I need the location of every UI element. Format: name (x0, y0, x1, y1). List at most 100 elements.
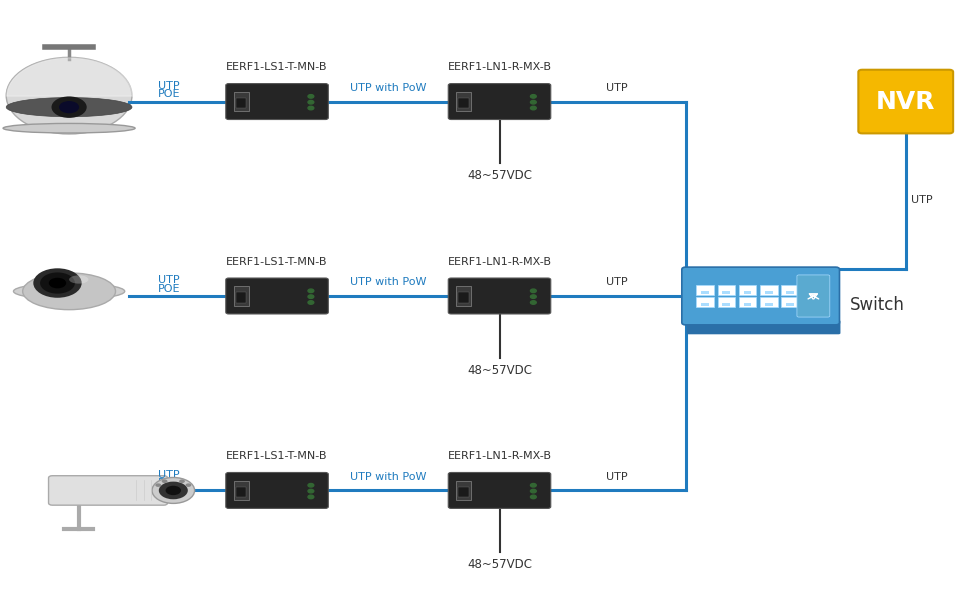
FancyBboxPatch shape (448, 278, 550, 314)
Circle shape (530, 301, 536, 304)
FancyBboxPatch shape (781, 297, 798, 307)
Circle shape (308, 295, 314, 298)
Circle shape (185, 484, 191, 487)
FancyBboxPatch shape (738, 285, 756, 295)
Text: UTP with PoW: UTP with PoW (350, 472, 426, 482)
FancyBboxPatch shape (235, 98, 246, 108)
FancyBboxPatch shape (786, 303, 794, 306)
FancyBboxPatch shape (858, 70, 953, 133)
FancyBboxPatch shape (722, 291, 730, 294)
Ellipse shape (3, 123, 135, 133)
FancyBboxPatch shape (786, 291, 794, 294)
Ellipse shape (22, 273, 115, 310)
FancyBboxPatch shape (234, 287, 249, 305)
FancyBboxPatch shape (743, 303, 751, 306)
FancyBboxPatch shape (235, 487, 246, 497)
FancyBboxPatch shape (455, 287, 471, 305)
Circle shape (530, 490, 536, 493)
Circle shape (308, 107, 314, 110)
FancyBboxPatch shape (226, 472, 328, 509)
Text: POE: POE (158, 478, 180, 488)
Ellipse shape (14, 283, 125, 300)
Text: 48~57VDC: 48~57VDC (466, 169, 531, 182)
Text: UTP: UTP (606, 83, 627, 93)
FancyBboxPatch shape (760, 297, 777, 307)
Circle shape (530, 295, 536, 298)
Text: 48~57VDC: 48~57VDC (466, 558, 531, 571)
Text: UTP: UTP (158, 275, 180, 285)
Circle shape (530, 95, 536, 98)
Text: POE: POE (158, 284, 180, 294)
Circle shape (159, 482, 188, 499)
Circle shape (308, 495, 314, 498)
FancyBboxPatch shape (458, 292, 468, 303)
Text: Switch: Switch (849, 296, 904, 314)
Text: EERF1-LS1-T-MN-B: EERF1-LS1-T-MN-B (226, 451, 328, 461)
FancyBboxPatch shape (797, 275, 828, 317)
FancyBboxPatch shape (722, 303, 730, 306)
Circle shape (308, 484, 314, 487)
FancyBboxPatch shape (681, 267, 838, 325)
Circle shape (308, 95, 314, 98)
FancyBboxPatch shape (458, 487, 468, 497)
FancyBboxPatch shape (226, 83, 328, 120)
Ellipse shape (6, 98, 132, 117)
Circle shape (179, 480, 185, 483)
Text: UTP: UTP (606, 277, 627, 287)
FancyBboxPatch shape (701, 291, 708, 294)
Circle shape (59, 101, 79, 113)
Circle shape (308, 289, 314, 292)
FancyBboxPatch shape (738, 297, 756, 307)
Circle shape (40, 272, 75, 294)
FancyBboxPatch shape (458, 98, 468, 108)
Circle shape (166, 485, 181, 495)
FancyBboxPatch shape (455, 92, 471, 111)
FancyBboxPatch shape (235, 292, 246, 303)
FancyBboxPatch shape (696, 297, 713, 307)
FancyBboxPatch shape (781, 285, 798, 295)
FancyBboxPatch shape (448, 472, 550, 509)
Circle shape (530, 484, 536, 487)
Text: UTP: UTP (158, 81, 180, 91)
FancyBboxPatch shape (701, 303, 708, 306)
Text: UTP: UTP (910, 195, 931, 205)
Circle shape (48, 278, 66, 288)
FancyBboxPatch shape (765, 291, 772, 294)
FancyBboxPatch shape (226, 278, 328, 314)
Text: EERF1-LN1-R-MX-B: EERF1-LN1-R-MX-B (447, 62, 551, 72)
FancyBboxPatch shape (760, 285, 777, 295)
FancyBboxPatch shape (455, 481, 471, 500)
Circle shape (530, 495, 536, 498)
Circle shape (155, 484, 161, 487)
FancyBboxPatch shape (743, 291, 751, 294)
Text: EERF1-LS1-T-MN-B: EERF1-LS1-T-MN-B (226, 257, 328, 267)
Circle shape (152, 478, 195, 503)
Text: EERF1-LN1-R-MX-B: EERF1-LN1-R-MX-B (447, 451, 551, 461)
FancyBboxPatch shape (696, 285, 713, 295)
Text: POE: POE (158, 89, 180, 99)
Circle shape (51, 96, 86, 118)
Circle shape (308, 301, 314, 304)
Ellipse shape (69, 275, 88, 284)
FancyBboxPatch shape (686, 320, 839, 334)
Text: EERF1-LS1-T-MN-B: EERF1-LS1-T-MN-B (226, 62, 328, 72)
FancyBboxPatch shape (234, 92, 249, 111)
FancyBboxPatch shape (765, 303, 772, 306)
FancyBboxPatch shape (234, 481, 249, 500)
FancyBboxPatch shape (717, 285, 735, 295)
FancyBboxPatch shape (48, 476, 168, 505)
FancyBboxPatch shape (448, 83, 550, 120)
Circle shape (6, 57, 132, 134)
Text: UTP: UTP (158, 470, 180, 480)
Text: UTP: UTP (606, 472, 627, 482)
Circle shape (33, 268, 81, 298)
Text: UTP with PoW: UTP with PoW (350, 277, 426, 287)
Text: 48~57VDC: 48~57VDC (466, 363, 531, 377)
Circle shape (308, 101, 314, 104)
Text: NVR: NVR (875, 89, 934, 114)
Circle shape (530, 107, 536, 110)
Circle shape (530, 101, 536, 104)
Circle shape (530, 289, 536, 292)
FancyBboxPatch shape (717, 297, 735, 307)
Text: UTP with PoW: UTP with PoW (350, 83, 426, 93)
